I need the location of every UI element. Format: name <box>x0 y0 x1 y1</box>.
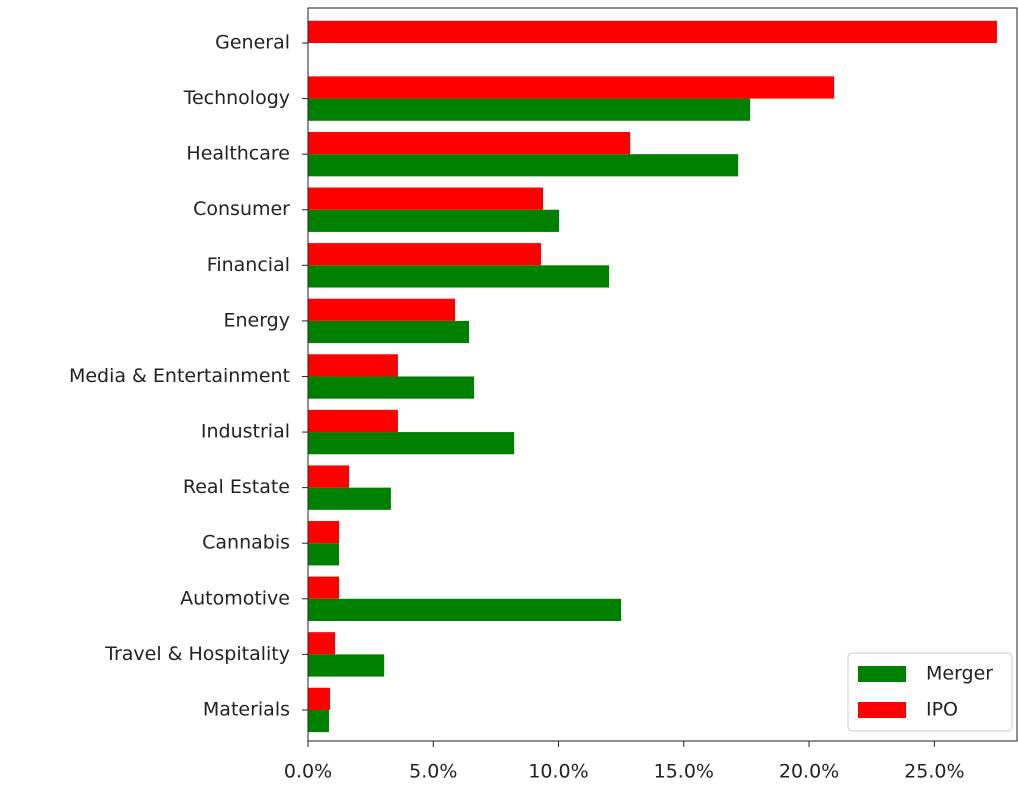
x-tick-label: 25.0% <box>904 761 964 783</box>
y-tick-label: Materials <box>203 698 290 720</box>
bar <box>308 354 398 377</box>
x-tick-label: 15.0% <box>654 761 714 783</box>
bar <box>308 20 997 43</box>
bar <box>308 432 515 455</box>
y-tick-label: Cannabis <box>202 532 290 554</box>
bar <box>308 709 330 733</box>
legend-swatch <box>858 666 906 682</box>
bar <box>308 487 391 510</box>
y-tick-label: Financial <box>207 254 290 276</box>
bar <box>308 76 835 99</box>
bar <box>308 320 470 344</box>
x-tick-label: 0.0% <box>284 761 332 783</box>
bar <box>308 576 340 599</box>
bar <box>308 265 610 288</box>
y-tick-label: Healthcare <box>186 143 290 165</box>
y-tick-label: Energy <box>223 309 290 331</box>
bar <box>308 465 350 488</box>
bar <box>308 543 340 566</box>
x-tick-label: 20.0% <box>779 761 839 783</box>
bar <box>308 298 456 321</box>
x-tick-label: 5.0% <box>409 761 457 783</box>
y-tick-label: Media & Entertainment <box>69 365 290 387</box>
y-tick-label: Automotive <box>180 587 290 609</box>
legend-label: Merger <box>926 663 993 685</box>
bar <box>308 376 475 399</box>
y-tick-label: General <box>215 32 290 54</box>
bar <box>308 598 622 621</box>
x-tick-label: 10.0% <box>528 761 588 783</box>
bar <box>308 654 385 677</box>
bar <box>308 521 340 544</box>
bar <box>308 687 331 710</box>
plot-frame <box>307 7 1018 742</box>
y-tick-label: Industrial <box>201 421 290 443</box>
bar <box>308 209 560 232</box>
legend-label: IPO <box>926 699 958 721</box>
y-tick-label: Real Estate <box>183 476 290 498</box>
y-tick-label: Consumer <box>193 198 290 220</box>
y-tick-label: Technology <box>183 87 290 109</box>
legend-swatch <box>858 702 906 718</box>
bar <box>308 187 543 210</box>
y-tick-label: Travel & Hospitality <box>104 643 290 665</box>
bar <box>308 409 398 433</box>
bar <box>308 98 751 121</box>
bar <box>308 243 541 266</box>
bar <box>308 632 336 655</box>
bar <box>308 154 739 177</box>
bar <box>308 131 631 155</box>
